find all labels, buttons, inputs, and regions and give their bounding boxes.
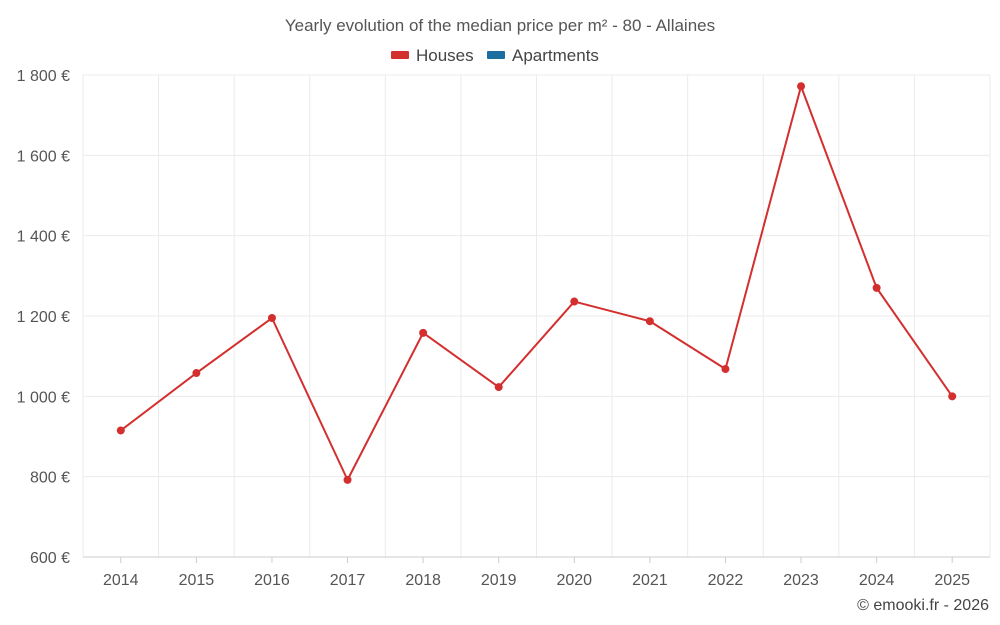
y-tick-label: 1 400 €	[17, 229, 70, 246]
series-layer	[116, 82, 957, 484]
legend-item-apartments[interactable]: Apartments	[487, 46, 599, 65]
legend-item-houses[interactable]: Houses	[391, 46, 474, 65]
legend-swatch-apartments	[487, 51, 505, 59]
y-tick-label: 1 200 €	[17, 309, 70, 326]
x-axis: 2014 2015 2016 2017 2018 2019 2020 2021 2022 2023…	[83, 556, 990, 589]
x-tick-label: 2020	[556, 572, 592, 589]
chart-title: Yearly evolution of the median price per…	[285, 16, 715, 35]
y-tick-label: 1 600 €	[17, 148, 70, 165]
data-point[interactable]	[494, 383, 503, 392]
data-point[interactable]	[570, 297, 579, 306]
y-axis: 600 € 800 € 1 000 € 1 200 € 1 400 € 1 600 € 1 …	[17, 68, 70, 567]
legend: Houses Apartments	[391, 46, 599, 65]
data-point[interactable]	[343, 475, 352, 484]
data-point[interactable]	[872, 283, 881, 292]
data-point[interactable]	[797, 82, 806, 91]
x-tick-label: 2025	[934, 572, 970, 589]
data-point[interactable]	[419, 328, 428, 337]
x-tick-label: 2017	[330, 572, 366, 589]
series-line-houses	[120, 85, 954, 481]
y-tick-label: 600 €	[30, 550, 70, 567]
y-tick-label: 1 000 €	[17, 389, 70, 406]
legend-label-houses: Houses	[416, 46, 474, 65]
data-point[interactable]	[192, 369, 201, 378]
x-tick-label: 2024	[859, 572, 895, 589]
x-tick-label: 2018	[405, 572, 441, 589]
legend-label-apartments: Apartments	[512, 46, 599, 65]
y-tick-label: 800 €	[30, 470, 70, 487]
data-point[interactable]	[948, 392, 957, 401]
x-tick-label: 2021	[632, 572, 668, 589]
data-point[interactable]	[267, 314, 276, 323]
legend-swatch-houses	[391, 51, 409, 59]
x-tick-label: 2016	[254, 572, 290, 589]
data-point[interactable]	[645, 317, 654, 326]
x-tick-label: 2014	[103, 572, 139, 589]
credit-text: © emooki.fr - 2026	[857, 597, 989, 614]
data-point[interactable]	[721, 365, 730, 374]
data-point[interactable]	[116, 426, 125, 435]
x-tick-label: 2023	[783, 572, 819, 589]
x-tick-label: 2019	[481, 572, 517, 589]
y-tick-label: 1 800 €	[17, 68, 70, 85]
grid	[82, 74, 991, 557]
x-tick-label: 2022	[708, 572, 744, 589]
x-tick-label: 2015	[179, 572, 215, 589]
